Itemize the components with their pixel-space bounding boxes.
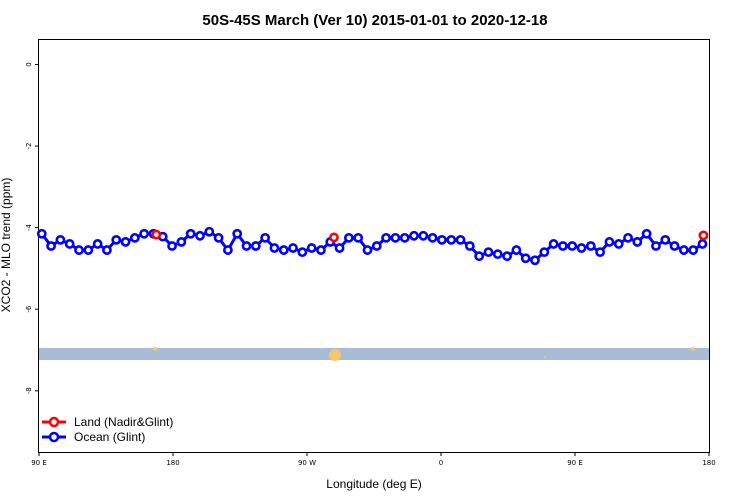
x-tick-label: 180 [702,459,715,467]
y-tick-label: -6 [25,305,33,313]
ocean-point [585,241,596,251]
y-axis: 0 -2 -4 -6 -8 [25,62,39,394]
ocean-point [669,241,680,251]
ocean-point [139,228,150,239]
ocean-point [511,245,522,255]
ocean-point [120,237,131,247]
ocean-point [269,243,280,253]
legend-marker-ocean [48,431,60,443]
color-band-highlights [153,347,695,361]
ocean-point [46,241,56,251]
x-tick-label: 90 E [567,459,583,467]
ocean-point [92,239,103,249]
legend: Land (Nadir&Glint) Ocean (Glint) [42,415,173,444]
x-axis-label: Longitude (deg E) [326,477,421,491]
ocean-point [409,230,419,241]
ocean-point [83,245,94,255]
ocean-point [64,239,75,249]
ocean-point [241,241,252,251]
ocean-point [641,228,652,239]
ocean-point [316,245,326,255]
land-point [329,232,339,243]
ocean-point [437,234,447,245]
ocean-point [353,232,364,243]
ocean-point [399,232,410,243]
ocean-point [483,247,494,258]
ocean-point [223,245,233,255]
legend-marker-land [48,416,60,428]
ocean-point [102,245,112,255]
ocean-point [185,228,196,239]
ocean-point [418,230,429,241]
ocean-point [474,251,485,262]
ocean-point [176,237,187,247]
ocean-point [213,232,224,243]
ocean-point [381,232,391,243]
ocean-point [520,253,531,264]
ocean-point [427,232,438,243]
ocean-point [530,255,540,266]
ocean-point [595,247,606,258]
ocean-point [446,234,457,245]
ocean-point [688,245,699,255]
data-series [36,226,709,266]
x-tick-label: 90 W [298,459,316,467]
chart-title: 50S-45S March (Ver 10) 2015-01-01 to 202… [202,12,547,29]
ocean-point [204,226,215,237]
ocean-point [297,247,308,258]
land-point [698,230,709,241]
y-axis-label: XCO2 - MLO trend (ppm) [0,178,13,313]
ocean-point [604,237,615,247]
ocean-point [613,239,624,249]
ocean-point [502,251,512,262]
ocean-point [334,243,345,253]
y-tick-label: -2 [25,143,33,150]
ocean-point [632,237,643,247]
ocean-point [455,234,466,245]
ocean-point [343,232,354,243]
ocean-point [129,232,140,243]
ocean-point [362,245,373,255]
land-point [151,229,162,240]
ocean-point [390,232,401,243]
ocean-point [660,234,671,245]
ocean-point [306,243,317,253]
color-band [39,348,709,360]
ocean-point [464,241,475,251]
legend-label-ocean: Ocean (Glint) [74,430,145,444]
ocean-point [260,232,271,243]
ocean-point [74,245,84,255]
x-tick-label: 180 [166,459,179,467]
ocean-point [55,234,66,245]
ocean-point [36,228,47,239]
x-tick-label: 90 E [31,459,47,467]
ocean-point [623,232,633,243]
ocean-point [678,245,689,255]
ocean-point [548,239,559,249]
ocean-point [250,241,261,251]
ocean-point [111,234,122,245]
y-tick-label: 0 [25,62,33,66]
ocean-point [371,241,382,251]
ocean-point [539,247,550,258]
ocean-point [558,241,568,251]
ocean-point [232,228,243,239]
ocean-point [576,243,587,253]
legend-label-land: Land (Nadir&Glint) [74,415,173,429]
plot-area-border [38,39,710,453]
ocean-point [567,241,578,251]
ocean-point [492,249,503,260]
ocean-point [651,241,661,251]
x-axis: 90 E 180 90 W 0 90 E 180 [31,452,716,467]
ocean-point [278,245,289,255]
ocean-point [697,239,708,249]
y-tick-label: -8 [25,387,33,394]
ocean-point [288,243,298,253]
ocean-point [167,241,177,251]
y-tick-label: -4 [25,224,33,232]
ocean-point [195,230,205,241]
x-tick-label: 0 [439,459,443,467]
